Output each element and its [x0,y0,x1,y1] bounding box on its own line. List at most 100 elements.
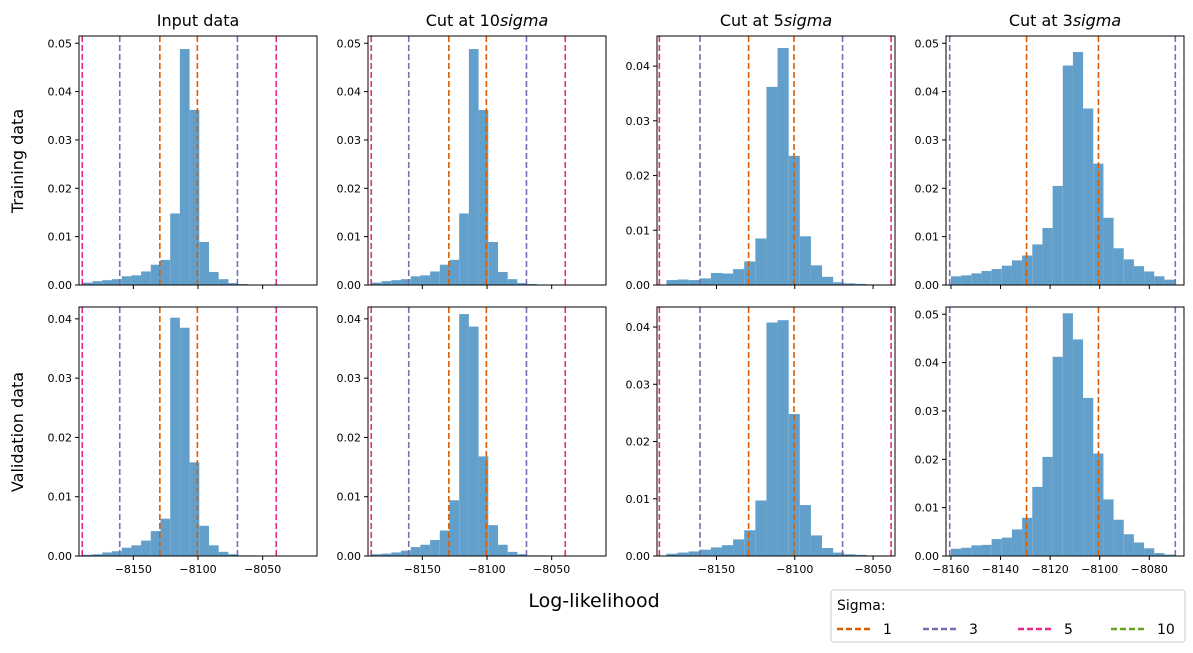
legend-frame [830,589,1186,643]
y-tick-label: 0.04 [48,313,73,326]
histogram-bar [1093,453,1104,556]
column-title-text: Cut at 5 [720,11,784,30]
y-tick-label: 0.02 [337,431,362,444]
histogram-bar [189,462,200,556]
y-tick-label: 0.03 [48,134,73,147]
y-tick-label: 0.03 [915,134,940,147]
y-tick-label: 0.04 [626,60,651,73]
column-title-sigma: sigma [784,11,832,30]
histogram-bar [218,279,229,285]
histogram-bar [488,241,498,285]
y-tick-label: 0.01 [48,231,73,244]
y-tick-label: 0.00 [337,279,362,292]
histogram-bar [92,554,103,556]
histogram-bar [1052,185,1063,285]
histogram-bar [189,109,200,285]
histogram-bar [179,327,190,556]
histogram-bar [822,276,834,285]
panel-r1-c0: 0.00 0.01 0.02 0.03 0.04 −8150 −8100 −8050 [48,306,318,576]
histogram-bar [1052,356,1063,556]
legend-label-sigma-1: 1 [883,622,892,638]
histogram-bar [507,279,518,285]
histogram-bar [971,545,982,556]
histogram-bar [1001,265,1012,285]
histogram-bar [721,273,734,285]
histogram-bar [160,259,171,285]
histogram-bar [1154,276,1165,285]
histogram-bar [131,545,142,556]
histogram-bar [430,271,440,285]
histogram-bar [507,551,518,556]
histogram-bar [430,539,440,556]
column-title-0: Input data [157,11,240,30]
histogram-bar [1123,534,1134,556]
panel-r0-c0: 0.00 0.01 0.02 0.03 0.04 0.05 Input data [48,11,318,292]
histogram-bar [766,86,778,286]
histogram-bar [111,279,122,285]
histogram-bar [1062,313,1073,556]
y-tick-label: 0.03 [626,378,651,391]
y-tick-label: 0.04 [337,86,362,99]
y-tick-label: 0.00 [48,550,73,563]
histogram-bar [459,213,469,285]
panel-r1-c3: 0.000.010.020.030.040.05−8160 −8140 −8120−… [915,306,1185,576]
histogram-bar [1042,227,1053,285]
histogram-bar [1011,260,1023,285]
histogram-bar [150,531,161,556]
histogram-bar [710,272,722,285]
histogram-bar [400,279,411,285]
y-tick-label: 0.00 [915,279,940,292]
legend: Sigma: 1 3 5 10 [830,589,1186,643]
histogram-bar [971,273,982,285]
histogram-bar [1103,217,1114,285]
histogram-bar [1133,542,1145,556]
panel-r1-c2: 0.00 0.01 0.02 0.03 0.04 −8150 −8100 −8050 [626,306,896,576]
histogram-bar [497,544,508,556]
y-tick-label: 0.05 [337,37,362,50]
histogram-bar [744,530,756,556]
histogram-bar [1072,339,1084,556]
x-tick-label: −8050 [854,563,891,576]
y-tick-label: 0.03 [915,405,940,418]
histogram-bar [721,545,734,556]
x-tick-label: −8080 [1131,563,1168,576]
histogram-bar [410,276,421,285]
y-tick-label: 0.05 [915,308,940,321]
histogram-bar [688,551,700,556]
y-tick-label: 0.01 [337,491,362,504]
y-tick-label: 0.00 [915,550,940,563]
histogram-bar [1164,554,1175,556]
histogram-bar [981,544,992,556]
y-tick-label: 0.03 [337,372,362,385]
histogram-bar [810,535,823,556]
histogram-bar [199,525,209,556]
column-title-text: Cut at 10 [426,11,500,30]
y-tick-label: 0.04 [626,321,651,334]
y-tick-label: 0.04 [915,357,940,370]
histogram-bar [449,259,460,285]
histogram-bar [777,48,789,285]
histogram-bar [111,551,122,556]
histogram-bar [208,545,219,556]
histogram-bar [699,549,711,556]
column-title-1: Cut at 10sigma [426,11,549,30]
histogram-bar [961,275,972,285]
y-tick-label: 0.05 [48,37,73,50]
histogram-bar [788,414,800,556]
histogram-bar [439,530,450,556]
histogram-bar [844,554,856,556]
x-tick-label: −8150 [115,563,152,576]
x-tick-label: −8050 [533,563,570,576]
histogram-bar [855,554,867,556]
histogram-bar [833,282,845,285]
histogram-bar [1123,259,1134,285]
axes-frame [945,35,1185,286]
y-tick-label: 0.02 [48,182,73,195]
histogram-bar [468,49,479,285]
y-tick-label: 0.02 [915,453,940,466]
y-tick-label: 0.01 [48,491,73,504]
axes-frame [656,306,896,557]
histogram-bar [1144,548,1155,556]
y-tick-label: 0.01 [915,502,940,515]
legend-label-sigma-5: 5 [1064,622,1073,638]
